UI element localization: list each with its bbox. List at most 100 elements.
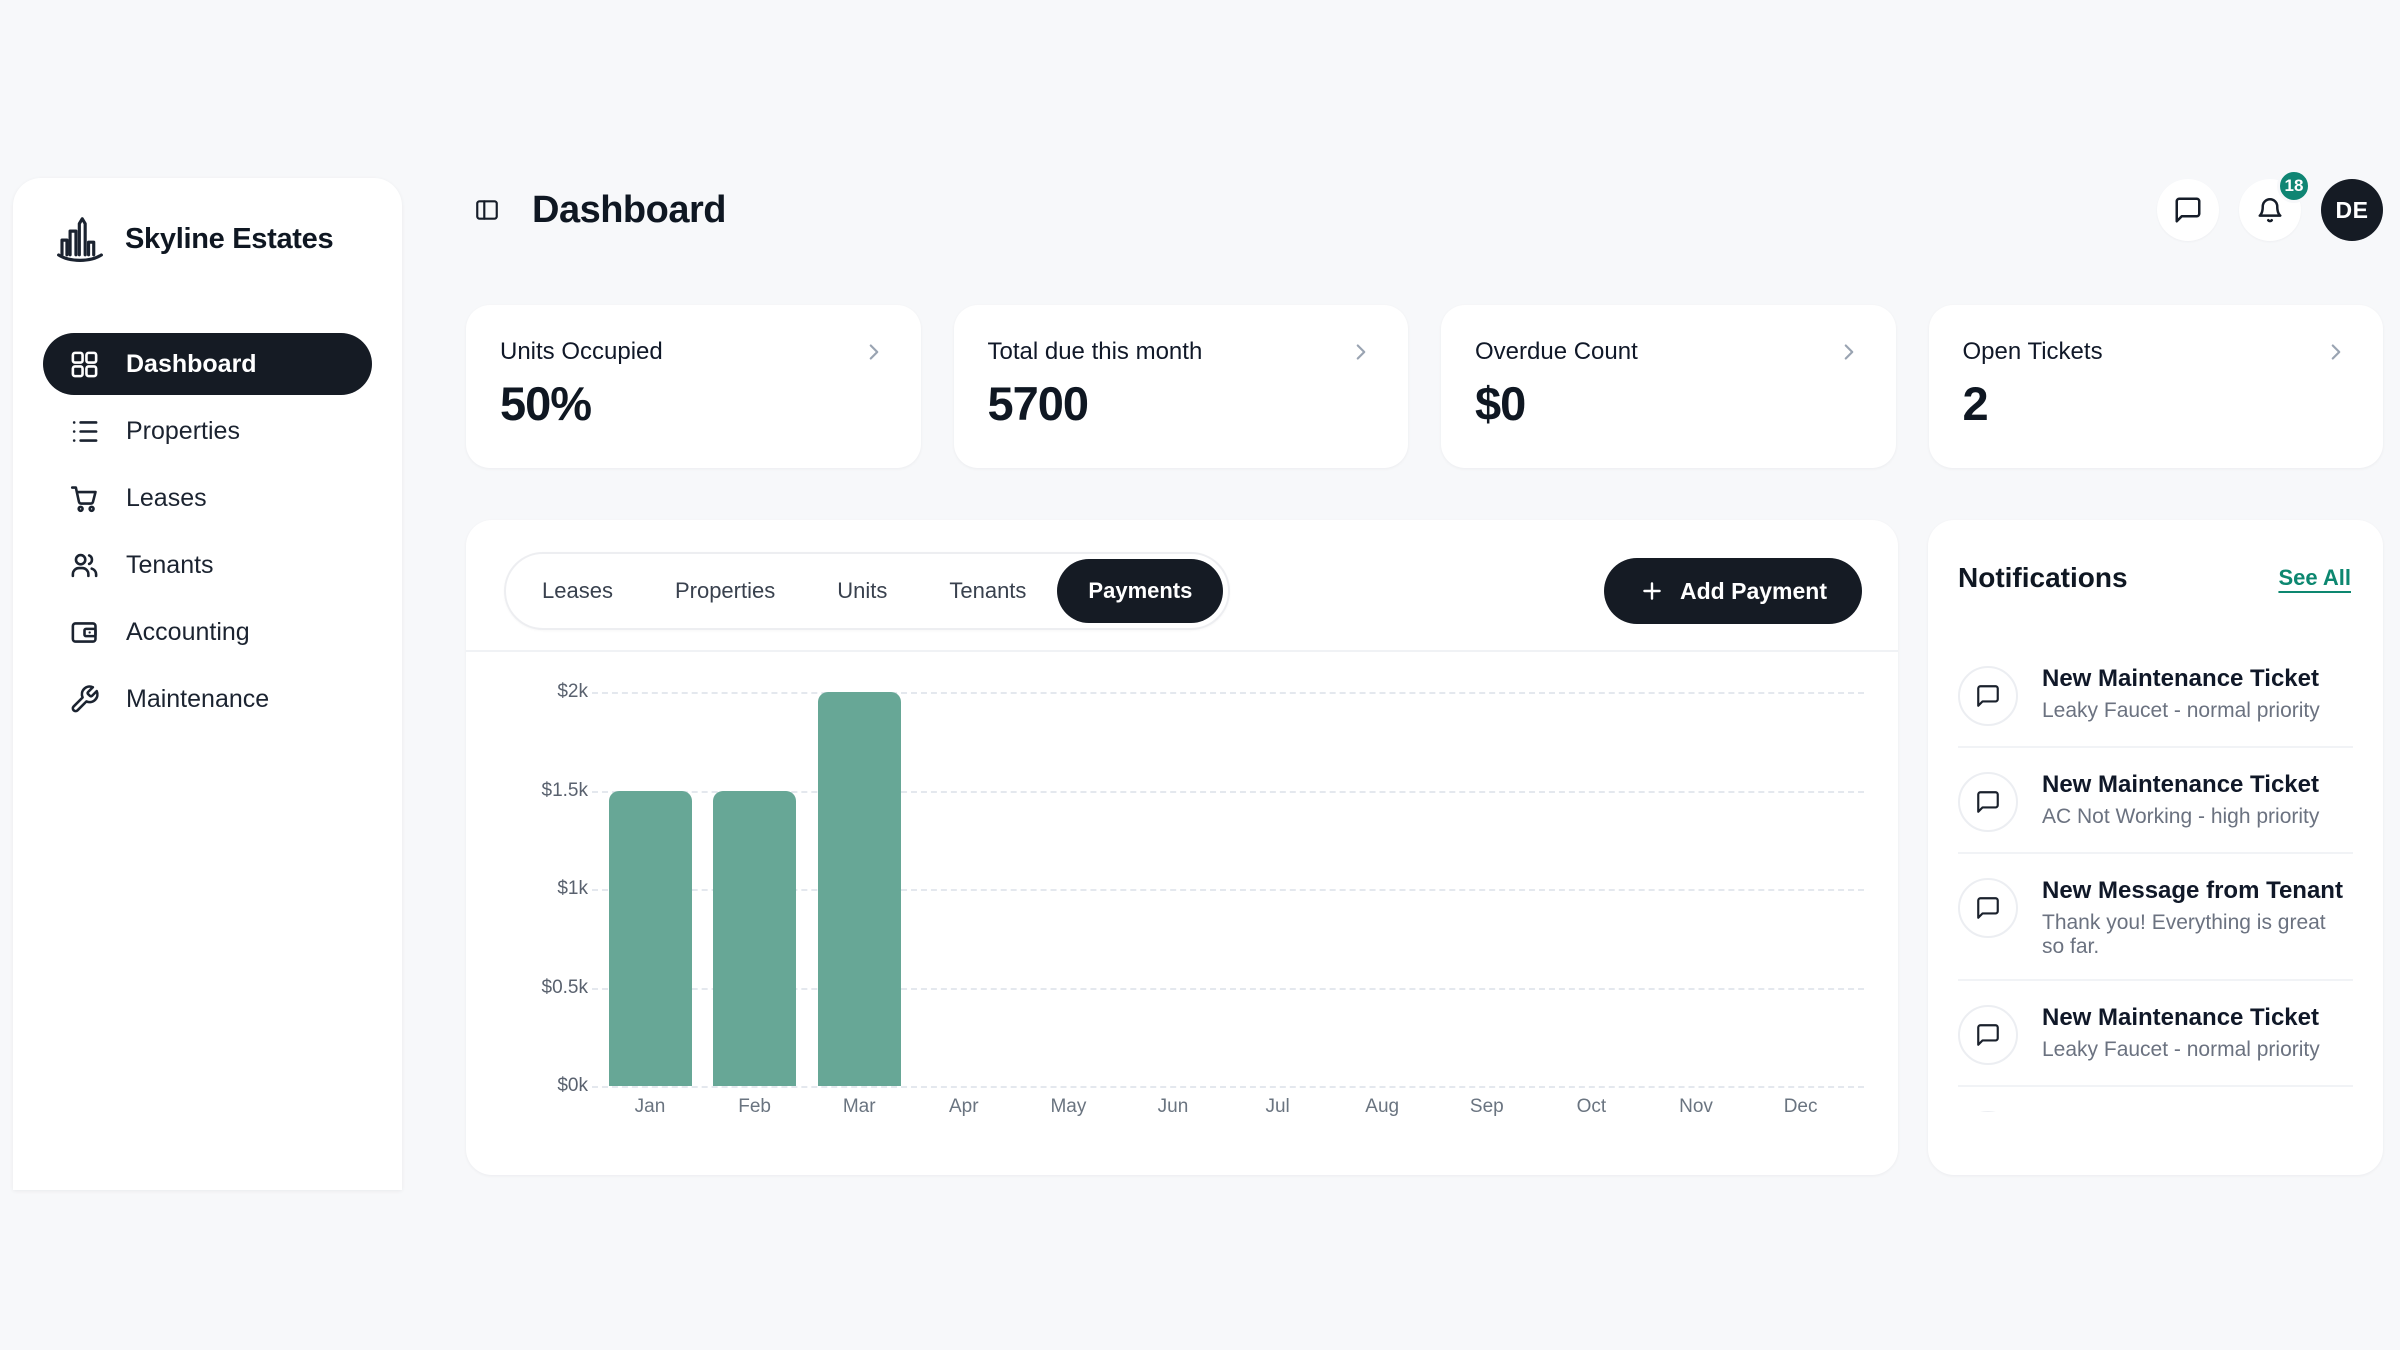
sidebar-item-tenants[interactable]: Tenants <box>43 534 372 596</box>
sidebar-item-maintenance[interactable]: Maintenance <box>43 668 372 730</box>
stat-label: Units Occupied <box>500 338 663 365</box>
x-axis-label: Jan <box>634 1096 666 1117</box>
sidebar-item-dashboard[interactable]: Dashboard <box>43 333 372 395</box>
notifications-header: Notifications See All <box>1958 562 2351 594</box>
avatar[interactable]: DE <box>2321 179 2383 241</box>
notification-message-icon <box>1958 878 2018 938</box>
sidebar-item-label: Maintenance <box>126 684 270 713</box>
gridline <box>592 790 1864 793</box>
header-actions: 18 DE <box>2157 169 2383 241</box>
x-axis-label: Mar <box>842 1096 876 1117</box>
list-icon <box>72 420 98 442</box>
brand: Skyline Estates <box>13 178 402 266</box>
users-icon <box>71 553 98 577</box>
tab-payments[interactable]: Payments <box>1057 559 1224 623</box>
sidebar-item-leases[interactable]: Leases <box>43 467 372 529</box>
notification-title: New Maintenance Ticket <box>2042 665 2319 692</box>
messages-button[interactable] <box>2157 179 2219 241</box>
sidebar-item-label: Tenants <box>126 550 214 579</box>
tab-properties[interactable]: Properties <box>674 578 776 603</box>
chevron-right-icon <box>2331 344 2341 360</box>
notifications-list: New Maintenance Ticket Leaky Faucet - nor… <box>1958 662 2353 1112</box>
notification-text: New Message from Tenant Thank you! Everyt… <box>2042 878 2353 959</box>
see-all-link[interactable]: See All <box>2278 565 2351 590</box>
chevron-right-icon <box>869 344 878 360</box>
gridline <box>592 889 1864 891</box>
x-axis-label: Jun <box>1157 1096 1189 1117</box>
message-icon <box>1977 685 1999 707</box>
x-axis-label: May <box>1050 1096 1087 1117</box>
notifications-panel: Notifications See All New Maintenance Ti… <box>1928 520 2383 1175</box>
notification-message-icon <box>1958 1005 2018 1065</box>
notification-item[interactable]: New Maintenance Ticket Leaky Faucet - nor… <box>1958 662 2353 748</box>
stat-value: 2 <box>1962 377 1989 430</box>
notification-title: New Message from Tenant <box>2042 877 2343 904</box>
y-axis-tick: $2k <box>557 681 588 702</box>
y-axis-tick: $1.5k <box>541 779 588 801</box>
sidebar: Skyline Estates Dashboard Properties Lease… <box>13 178 402 1190</box>
cart-icon <box>70 485 97 512</box>
wallet-icon <box>71 621 97 643</box>
notification-message-icon <box>1958 772 2018 832</box>
panel-left-icon <box>476 200 498 220</box>
gridline <box>592 1086 1864 1088</box>
plus-icon <box>1639 578 1665 604</box>
stat-card-overdue-count[interactable]: Overdue Count $0 <box>1441 305 1896 468</box>
y-axis-tick: $0k <box>557 1075 588 1096</box>
stat-card-units-occupied[interactable]: Units Occupied 50% <box>466 305 921 468</box>
x-axis-label: Feb <box>738 1096 771 1117</box>
notifications-title: Notifications <box>1958 562 2128 593</box>
x-axis-label: Oct <box>1576 1096 1607 1117</box>
stat-card-open-tickets[interactable]: Open Tickets 2 <box>1928 305 2383 468</box>
notifications-button[interactable]: 18 <box>2239 169 2311 241</box>
notification-text: New Maintenance Ticket Leaky Faucet - nor… <box>2042 666 2320 726</box>
notification-item[interactable]: New Maintenance Ticket AC Not Working - h… <box>1958 768 2353 854</box>
message-icon <box>1977 897 1999 919</box>
x-axis-label: Sep <box>1469 1096 1504 1117</box>
stat-value: $0 <box>1475 377 1526 430</box>
x-axis-label: Dec <box>1783 1096 1818 1117</box>
message-icon <box>2175 197 2201 223</box>
chevron-right-icon <box>1844 344 1853 360</box>
sidebar-item-label: Leases <box>126 483 207 512</box>
notification-item[interactable]: New Message from Tenant Thank you! Everyt… <box>1958 874 2353 981</box>
notification-message-icon <box>1958 1111 2018 1112</box>
notification-title: New Maintenance Ticket <box>2042 1004 2319 1031</box>
sidebar-toggle-button[interactable] <box>466 189 508 231</box>
sidebar-item-accounting[interactable]: Accounting <box>43 601 372 663</box>
notification-message-icon <box>1958 666 2018 726</box>
tab-leases[interactable]: Leases <box>542 578 613 603</box>
x-axis-label: Aug <box>1365 1096 1400 1117</box>
add-payment-button[interactable]: Add Payment <box>1604 558 1862 624</box>
stat-label: Open Tickets <box>1962 338 2103 365</box>
stat-value: 50% <box>500 377 592 430</box>
notification-item[interactable]: New Maintenance Ticket Leaky Faucet - nor… <box>1958 1001 2353 1087</box>
stat-label: Total due this month <box>987 338 1203 365</box>
skyline-logo-icon <box>57 217 103 262</box>
plus-icon <box>1643 582 1661 600</box>
stat-card-total-due-this-month[interactable]: Total due this month 5700 <box>953 305 1408 468</box>
bar-jan <box>608 790 692 1086</box>
sidebar-nav: Dashboard Properties Leases Tenants Accounti… <box>43 333 372 730</box>
notification-subtitle: Thank you! Everything is great so far. <box>2042 911 2326 958</box>
notification-item-partial <box>1958 1107 2353 1112</box>
sidebar-item-label: Dashboard <box>126 349 257 378</box>
sidebar-item-label: Properties <box>126 416 240 445</box>
notification-subtitle: Leaky Faucet - normal priority <box>2042 699 2320 722</box>
gridline <box>592 987 1864 990</box>
sidebar-item-label: Accounting <box>126 617 250 646</box>
notification-text: New Maintenance Ticket Leaky Faucet - nor… <box>2042 1005 2320 1065</box>
x-axis-label: Apr <box>949 1096 979 1117</box>
toolbar-divider <box>466 650 1898 652</box>
gridline <box>592 692 1864 694</box>
chevron-right-icon <box>1356 344 1366 360</box>
page-title: Dashboard <box>532 188 726 231</box>
bell-icon <box>2258 198 2282 223</box>
tab-units[interactable]: Units <box>837 578 888 603</box>
tab-tenants[interactable]: Tenants <box>949 578 1027 603</box>
bar-feb <box>713 790 797 1086</box>
sidebar-item-properties[interactable]: Properties <box>43 400 372 462</box>
y-axis-tick: $1k <box>557 878 588 899</box>
stat-label: Overdue Count <box>1475 338 1638 365</box>
y-axis-tick: $0.5k <box>541 976 588 998</box>
